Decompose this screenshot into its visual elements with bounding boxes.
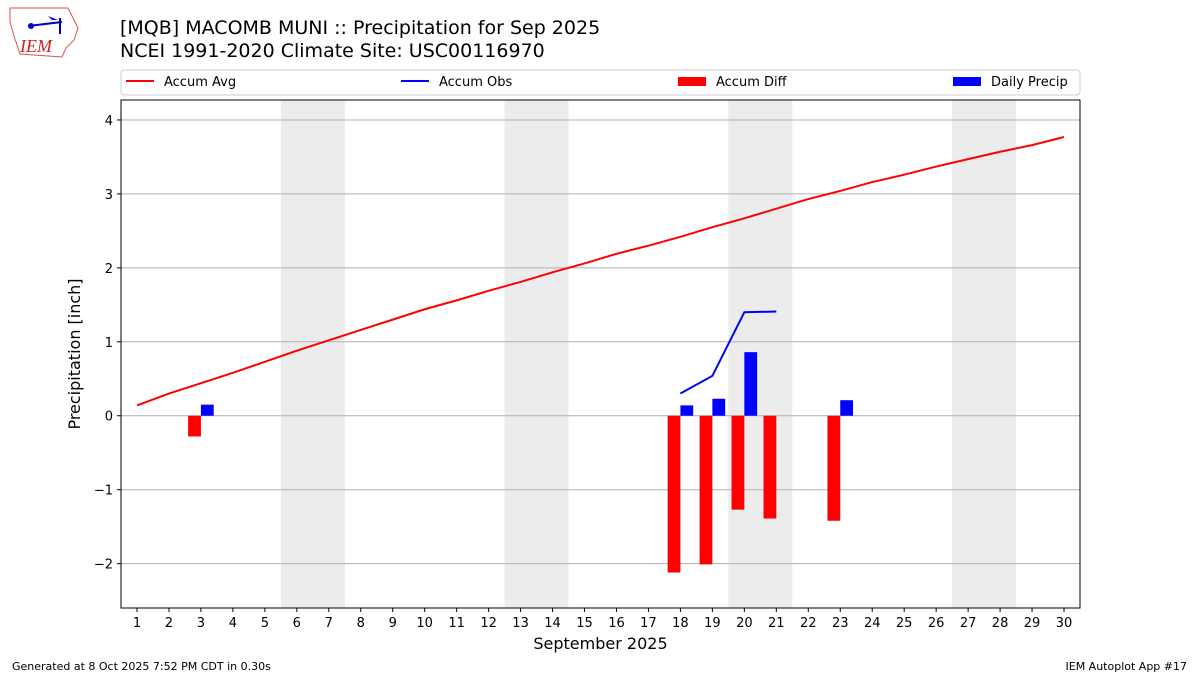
- footer-app: IEM Autoplot App #17: [1065, 660, 1188, 673]
- x-tick-label: 15: [576, 616, 593, 631]
- x-tick-label: 27: [960, 616, 977, 631]
- bar-accum-diff: [667, 415, 681, 573]
- weekend-shade: [728, 100, 793, 608]
- y-tick-label: 3: [105, 188, 113, 203]
- x-tick-label: 21: [768, 616, 785, 631]
- legend-swatch: [953, 77, 981, 86]
- x-tick-label: 29: [1024, 616, 1041, 631]
- plot-frame: [120, 99, 1081, 609]
- x-tick-label: 20: [736, 616, 753, 631]
- footer-generated: Generated at 8 Oct 2025 7:52 PM CDT in 0…: [12, 660, 271, 673]
- weekend-shade: [952, 100, 1017, 608]
- x-tick-label: 1: [133, 616, 141, 631]
- x-tick-label: 24: [864, 616, 881, 631]
- bar-daily-precip: [840, 400, 854, 416]
- chart-title: [MQB] MACOMB MUNI :: Precipitation for S…: [120, 17, 601, 39]
- x-tick-label: 5: [261, 616, 269, 631]
- x-tick-label: 10: [416, 616, 433, 631]
- x-axis-label: September 2025: [533, 634, 667, 653]
- x-tick-label: 25: [896, 616, 913, 631]
- x-tick-label: 14: [544, 616, 561, 631]
- y-tick-label: −1: [94, 484, 113, 499]
- bar-daily-precip: [744, 352, 758, 416]
- weekend-shade: [280, 100, 345, 608]
- logo: IEM: [9, 7, 79, 58]
- legend-swatch: [678, 77, 706, 86]
- svg-text:IEM: IEM: [19, 36, 53, 56]
- legend-label: Accum Avg: [164, 75, 236, 90]
- x-tick-label: 22: [800, 616, 817, 631]
- x-tick-label: 4: [229, 616, 237, 631]
- x-tick-label: 8: [357, 616, 365, 631]
- x-tick-label: 28: [992, 616, 1009, 631]
- weekend-shade: [504, 100, 569, 608]
- x-tick-label: 13: [512, 616, 529, 631]
- x-tick-label: 6: [293, 616, 301, 631]
- x-tick-label: 16: [608, 616, 625, 631]
- legend-label: Accum Diff: [716, 75, 788, 90]
- bar-accum-diff: [188, 415, 201, 437]
- x-tick-label: 9: [389, 616, 397, 631]
- bar-accum-diff: [699, 415, 713, 565]
- legend-label: Daily Precip: [991, 75, 1068, 90]
- bar-accum-diff: [731, 415, 745, 510]
- x-tick-label: 12: [480, 616, 497, 631]
- line-accum-avg: [136, 136, 1065, 407]
- y-tick-label: 2: [105, 262, 113, 277]
- line-accum-obs: [679, 310, 777, 395]
- y-tick-label: 1: [105, 336, 113, 351]
- x-tick-label: 2: [165, 616, 173, 631]
- legend-box: [120, 69, 1081, 96]
- bar-daily-precip: [200, 404, 214, 416]
- x-tick-label: 19: [704, 616, 721, 631]
- x-tick-label: 17: [640, 616, 657, 631]
- x-tick-label: 18: [672, 616, 689, 631]
- x-tick-label: 11: [448, 616, 465, 631]
- bar-daily-precip: [680, 405, 694, 416]
- y-axis-label: Precipitation [inch]: [65, 278, 84, 429]
- y-tick-label: 0: [105, 410, 113, 425]
- chart-subtitle: NCEI 1991-2020 Climate Site: USC00116970: [120, 40, 545, 62]
- bar-accum-diff: [827, 415, 841, 521]
- x-tick-label: 23: [832, 616, 849, 631]
- x-tick-label: 26: [928, 616, 945, 631]
- legend-label: Accum Obs: [439, 75, 512, 90]
- x-tick-label: 3: [197, 616, 205, 631]
- y-tick-label: 4: [105, 114, 113, 129]
- x-tick-label: 7: [325, 616, 333, 631]
- x-tick-label: 30: [1056, 616, 1073, 631]
- bar-daily-precip: [712, 398, 726, 416]
- y-tick-label: −2: [94, 558, 113, 573]
- bar-accum-diff: [763, 415, 777, 519]
